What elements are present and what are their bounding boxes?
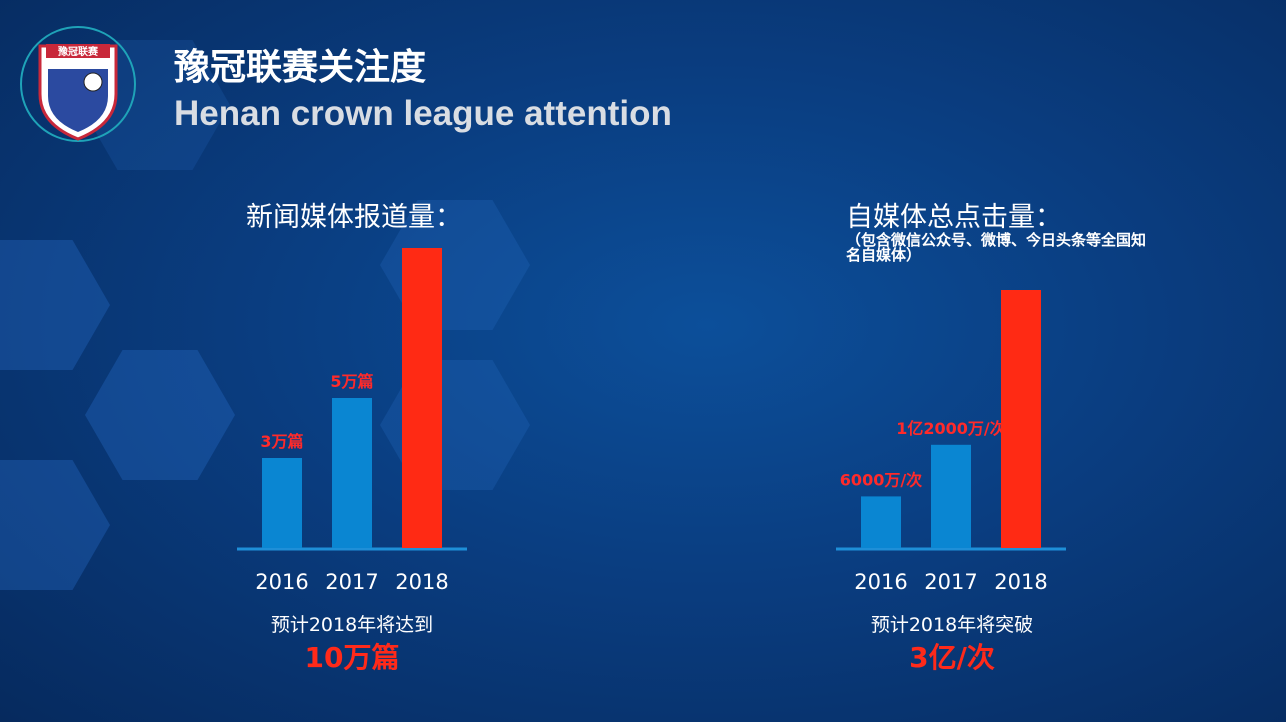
league-logo: 豫冠联赛	[20, 26, 136, 142]
bar-2017	[332, 398, 372, 548]
tick-label-2016: 2016	[255, 570, 308, 594]
tick-label-2017: 2017	[325, 570, 378, 594]
bar-2018	[1001, 290, 1041, 548]
tick-label-2018: 2018	[994, 570, 1047, 594]
page-title: 豫冠联赛关注度	[174, 47, 427, 88]
page-subtitle: Henan crown league attention	[174, 94, 672, 133]
bar-2018	[402, 248, 442, 548]
chart-title-clicks: 自媒体总点击量：	[846, 202, 1062, 233]
highlight-news: 10万篇	[304, 641, 400, 674]
chart-title-news: 新闻媒体报道量：	[246, 202, 462, 233]
data-label-2016: 6000万/次	[840, 470, 922, 489]
chart-note-clicks: （包含微信公众号、微博、今日头条等全国知名自媒体）	[846, 231, 1147, 264]
bar-2016	[861, 496, 901, 548]
data-label-2017: 1亿2000万/次	[896, 419, 1006, 438]
footnote-news: 预计2018年将达到	[270, 614, 434, 636]
tick-label-2018: 2018	[395, 570, 448, 594]
tick-label-2017: 2017	[924, 570, 977, 594]
footnote-clicks: 预计2018年将突破	[870, 614, 1034, 636]
data-label-2017: 5万篇	[330, 372, 373, 391]
bar-2017	[931, 444, 971, 548]
svg-text:豫冠联赛: 豫冠联赛	[58, 45, 99, 58]
data-label-2016: 3万篇	[260, 432, 303, 451]
bar-2016	[262, 458, 302, 548]
highlight-clicks: 3亿/次	[909, 641, 995, 674]
tick-label-2016: 2016	[854, 570, 907, 594]
